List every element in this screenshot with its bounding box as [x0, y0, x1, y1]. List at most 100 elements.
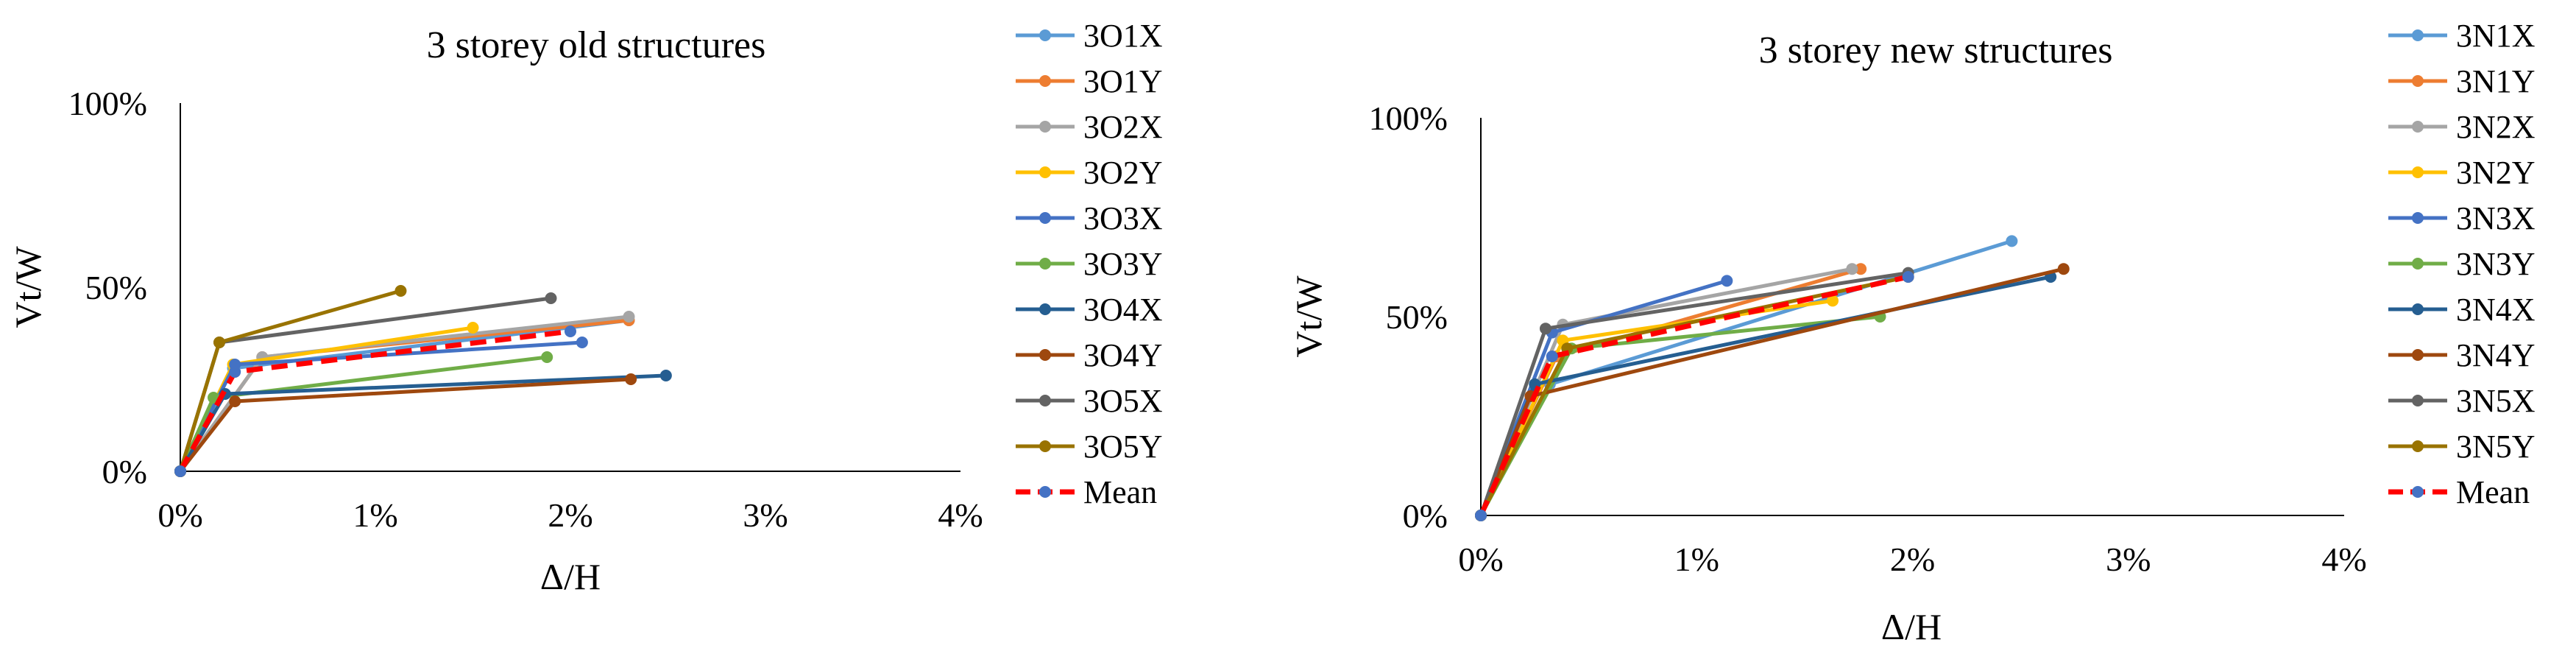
y-tick-label: 50% [1386, 298, 1448, 336]
legend-marker [2412, 258, 2424, 270]
legend-label: 3O3Y [1083, 246, 1163, 282]
legend-item: 3N5X [2388, 383, 2536, 419]
legend-item: 3O5X [1016, 383, 1163, 419]
y-axis-label: Vt/W [1288, 275, 1329, 358]
legend-label: 3N3X [2456, 200, 2536, 236]
data-point [576, 337, 588, 348]
y-tick-label: 100% [1369, 99, 1448, 137]
legend-marker [1039, 75, 1051, 87]
legend-label: 3N1X [2456, 18, 2536, 54]
legend-marker [2412, 121, 2424, 133]
data-point [213, 337, 225, 348]
chart-title: 3 storey old structures [427, 24, 766, 66]
x-tick-label: 2% [1890, 540, 1935, 578]
legend: 3O1X 3O1Y 3O2X 3O2Y 3O3X 3O3Y 3O4X 3O4Y 3O5X 3O5Y… [1016, 18, 1163, 510]
legend-marker [2412, 166, 2424, 178]
series-line [1479, 279, 1728, 516]
legend-marker [1039, 440, 1051, 452]
legend-marker [1039, 486, 1051, 498]
legend-item: 3N2X [2388, 109, 2536, 145]
legend-marker [1039, 166, 1051, 178]
series-line [178, 296, 551, 472]
legend-marker [1039, 29, 1051, 41]
series-line [1479, 275, 2051, 516]
legend-item: 3N1Y [2388, 63, 2536, 99]
series-3n4y [1475, 263, 2070, 521]
legend-marker [2412, 212, 2424, 224]
legend-marker [2412, 486, 2424, 498]
legend-label: 3O1Y [1083, 63, 1163, 99]
data-point [1539, 323, 1551, 335]
legend-item: Mean [1016, 474, 1157, 510]
x-tick-label: 0% [1458, 540, 1503, 578]
legend-item: 3N3X [2388, 200, 2536, 236]
data-point [1902, 271, 1914, 283]
chart-new-structures: 3 storey new structures 0% 1% 2% 3% 4% 0% 50% 10… [1288, 18, 2536, 647]
legend-label: 3O5X [1083, 383, 1163, 419]
chart-old-structures: 3 storey old structures 0% 1% 2% 3% 4% 0% 50% 10… [7, 18, 1163, 597]
legend-item: 3O3Y [1016, 246, 1163, 282]
data-point [1546, 351, 1558, 362]
data-point [541, 351, 553, 363]
legend: 3N1X 3N1Y 3N2X 3N2Y 3N3X 3N3Y 3N4X 3N4Y 3N5X 3N5Y… [2388, 18, 2536, 510]
series-3n5y [1475, 271, 1914, 521]
legend-label: 3N4Y [2456, 337, 2536, 373]
data-point [467, 322, 479, 334]
legend-marker [1039, 212, 1051, 224]
x-tick-label: 3% [2106, 540, 2151, 578]
x-tick-label: 4% [2321, 540, 2366, 578]
data-point [229, 366, 241, 378]
x-tick-label: 1% [353, 496, 397, 534]
series-line [178, 289, 402, 472]
y-tick-label: 100% [68, 85, 147, 122]
legend-marker [1039, 258, 1051, 270]
legend-item: 3O1X [1016, 18, 1163, 54]
x-tick-label: 4% [938, 496, 983, 534]
legend-item: 3N4X [2388, 292, 2536, 328]
series-3n3x [1475, 275, 1733, 521]
legend-item: 3N3Y [2388, 246, 2536, 282]
data-point [2057, 263, 2070, 275]
legend-marker [2412, 440, 2424, 452]
series-3o4x [174, 370, 672, 477]
data-point [545, 292, 557, 304]
legend-marker [1039, 121, 1051, 133]
legend-label: 3N5X [2456, 383, 2536, 419]
legend-label: 3O4Y [1083, 337, 1163, 373]
data-point [1826, 295, 1839, 307]
legend-marker [2412, 303, 2424, 315]
data-point [565, 325, 576, 337]
x-tick-label: 2% [548, 496, 592, 534]
legend-label: 3O2Y [1083, 155, 1163, 191]
x-tick-label: 3% [743, 496, 788, 534]
legend-item: 3O1Y [1016, 63, 1163, 99]
legend-label: Mean [2456, 474, 2530, 510]
legend-label: 3O2X [1083, 109, 1163, 145]
legend-marker [2412, 75, 2424, 87]
y-tick-label: 50% [85, 269, 147, 306]
data-point [2006, 235, 2018, 247]
data-point [1475, 510, 1487, 521]
legend-marker [1039, 395, 1051, 406]
legend-item: 3N2Y [2388, 155, 2536, 191]
legend-label: 3O4X [1083, 292, 1163, 328]
legend-item: 3O4X [1016, 292, 1163, 328]
x-tick-label: 1% [1674, 540, 1719, 578]
data-point [623, 311, 635, 323]
data-point [1721, 275, 1733, 287]
y-tick-label: 0% [1403, 497, 1448, 535]
legend-item: 3N5Y [2388, 429, 2536, 465]
legend-item: 3O2Y [1016, 155, 1163, 191]
x-tick-label: 0% [158, 496, 202, 534]
data-point [229, 395, 241, 407]
legend-label: 3N3Y [2456, 246, 2536, 282]
legend-label: 3N2X [2456, 109, 2536, 145]
legend-label: Mean [1083, 474, 1157, 510]
chart-title: 3 storey new structures [1759, 29, 2113, 71]
legend-label: 3O1X [1083, 18, 1163, 54]
legend-label: 3O5Y [1083, 429, 1163, 465]
legend-label: 3N2Y [2456, 155, 2536, 191]
series-3o5y [174, 285, 407, 477]
legend-item: 3O4Y [1016, 337, 1163, 373]
